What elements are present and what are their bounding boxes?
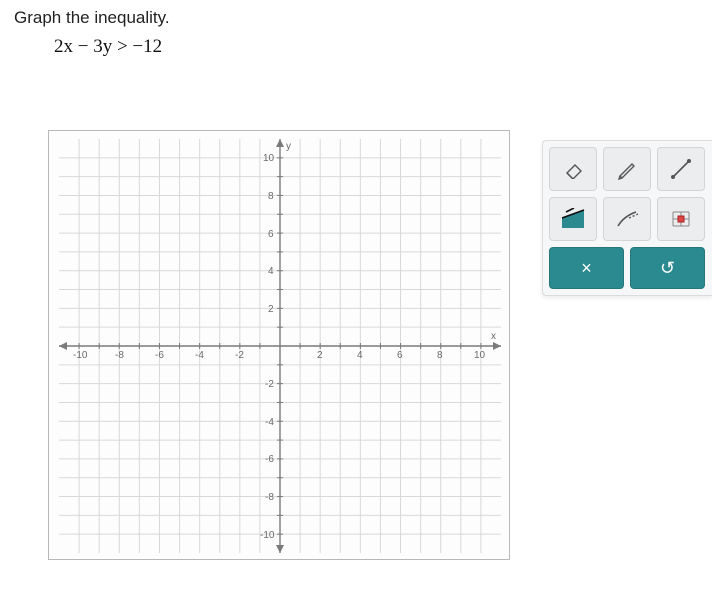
instruction-text: Graph the inequality. — [14, 8, 698, 28]
xlabel-10: 10 — [474, 350, 486, 361]
close-x-icon: × — [581, 258, 592, 279]
ylabel-6: 6 — [268, 229, 274, 240]
ylabel-n4: -4 — [265, 417, 274, 428]
grid-point-icon — [669, 208, 693, 230]
ylabel-8: 8 — [268, 191, 274, 202]
tick-labels: -10 -8 -6 -4 -2 2 4 6 8 10 10 8 6 4 2 -2… — [73, 141, 496, 541]
xlabel-n10: -10 — [73, 350, 88, 361]
axes — [59, 139, 501, 553]
pencil-button[interactable] — [603, 147, 651, 191]
grid-point-button[interactable] — [657, 197, 705, 241]
clear-button[interactable]: × — [549, 247, 624, 289]
xlabel-2: 2 — [317, 350, 323, 361]
region-fill-icon — [560, 208, 586, 230]
ylabel-2: 2 — [268, 304, 274, 315]
xlabel-n6: -6 — [155, 350, 164, 361]
undo-icon: ↺ — [660, 258, 675, 279]
xlabel-6: 6 — [397, 350, 403, 361]
ylabel-n6: -6 — [265, 454, 274, 465]
tool-row-2 — [549, 197, 706, 241]
xlabel-n8: -8 — [115, 350, 124, 361]
xlabel-4: 4 — [357, 350, 363, 361]
dashed-line-icon — [614, 208, 640, 230]
pencil-icon — [616, 158, 638, 180]
tool-row-3: × ↺ — [549, 247, 706, 289]
ylabel-4: 4 — [268, 266, 274, 277]
line-icon — [669, 157, 693, 181]
xlabel-8: 8 — [437, 350, 443, 361]
ylabel-n10: -10 — [260, 530, 275, 541]
eraser-icon — [561, 159, 585, 179]
x-axis-name: x — [491, 331, 496, 342]
ylabel-n2: -2 — [265, 379, 274, 390]
cartesian-grid[interactable]: -10 -8 -6 -4 -2 2 4 6 8 10 10 8 6 4 2 -2… — [59, 139, 501, 553]
y-axis-name: y — [286, 141, 291, 152]
tool-row-1 — [549, 147, 706, 191]
region-fill-button[interactable] — [549, 197, 597, 241]
ylabel-10: 10 — [263, 153, 275, 164]
ylabel-n8: -8 — [265, 492, 274, 503]
tool-panel: × ↺ — [542, 140, 712, 296]
eraser-button[interactable] — [549, 147, 597, 191]
xlabel-n4: -4 — [195, 350, 204, 361]
inequality-equation: 2x − 3y > −12 — [54, 36, 698, 58]
dashed-line-button[interactable] — [603, 197, 651, 241]
line-button[interactable] — [657, 147, 705, 191]
xlabel-n2: -2 — [235, 350, 244, 361]
undo-button[interactable]: ↺ — [630, 247, 705, 289]
worksheet-page: Graph the inequality. 2x − 3y > −12 — [0, 0, 712, 591]
graph-container[interactable]: -10 -8 -6 -4 -2 2 4 6 8 10 10 8 6 4 2 -2… — [48, 130, 510, 560]
